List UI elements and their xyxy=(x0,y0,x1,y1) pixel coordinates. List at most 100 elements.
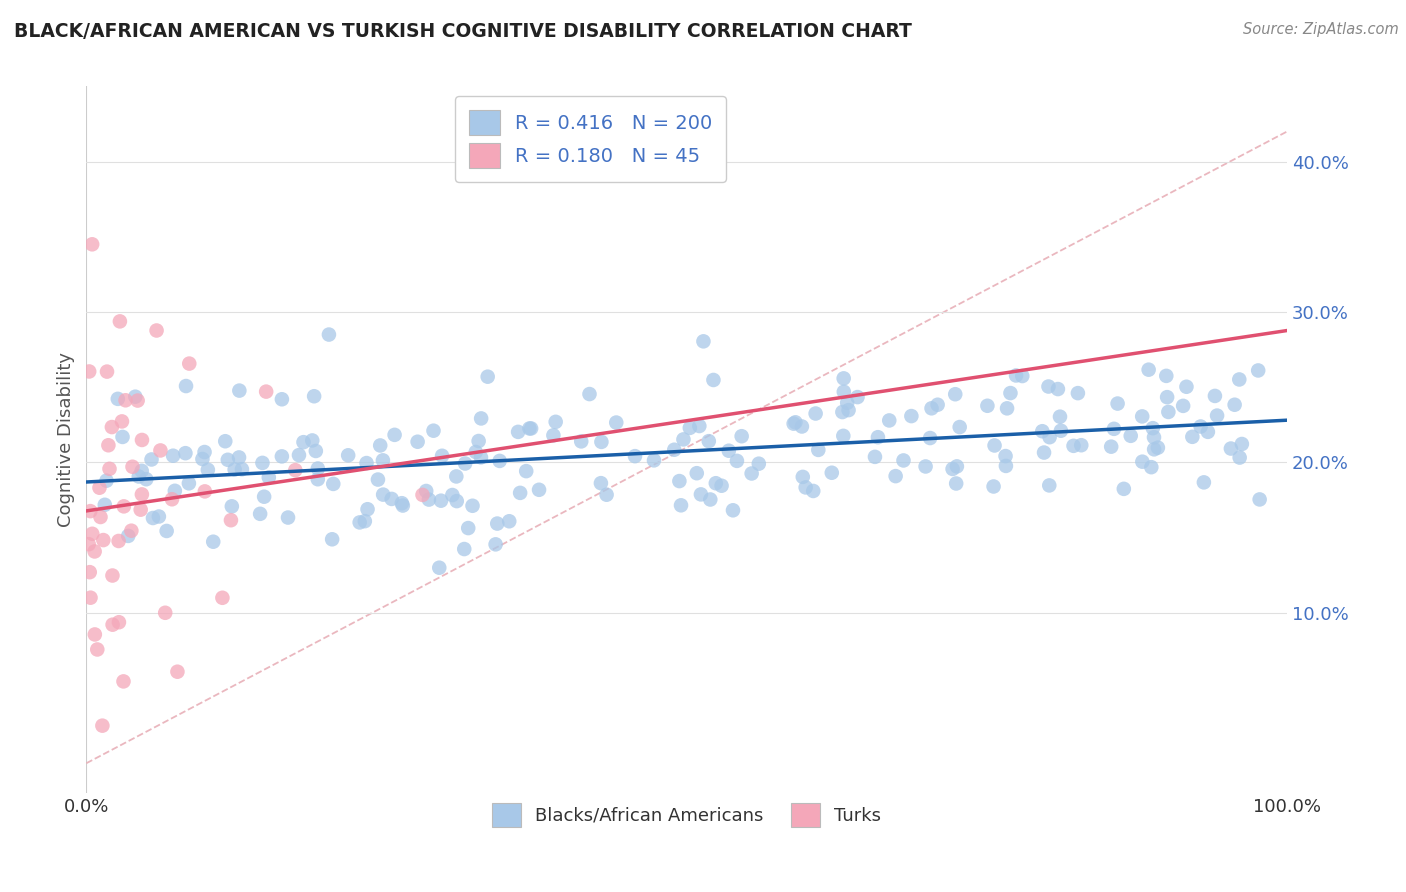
Point xyxy=(288,448,311,462)
Point xyxy=(1000,386,1022,401)
Point xyxy=(790,419,813,434)
Point xyxy=(217,452,239,467)
Point xyxy=(946,459,969,474)
Point xyxy=(1142,421,1164,435)
Point xyxy=(748,457,770,471)
Point xyxy=(1223,398,1246,412)
Point xyxy=(477,369,499,384)
Point xyxy=(976,399,998,413)
Point xyxy=(785,415,807,429)
Point xyxy=(307,472,329,486)
Point xyxy=(1143,442,1166,457)
Point xyxy=(1227,372,1250,386)
Point xyxy=(920,431,942,445)
Point xyxy=(131,464,153,478)
Point xyxy=(1107,396,1129,410)
Point xyxy=(191,452,214,467)
Point xyxy=(578,387,600,401)
Point xyxy=(1143,430,1166,444)
Point xyxy=(792,470,814,484)
Point xyxy=(120,524,142,538)
Point xyxy=(1038,478,1060,492)
Point xyxy=(832,384,855,399)
Point xyxy=(697,434,720,449)
Point xyxy=(131,433,153,447)
Point xyxy=(96,365,118,379)
Point xyxy=(821,466,844,480)
Text: BLACK/AFRICAN AMERICAN VS TURKISH COGNITIVE DISABILITY CORRELATION CHART: BLACK/AFRICAN AMERICAN VS TURKISH COGNIT… xyxy=(14,22,912,41)
Point xyxy=(464,445,486,459)
Point xyxy=(1157,405,1180,419)
Point xyxy=(1140,460,1163,475)
Point xyxy=(832,371,855,385)
Point xyxy=(484,537,506,551)
Point xyxy=(730,429,752,443)
Point xyxy=(162,449,184,463)
Point xyxy=(353,514,375,528)
Point xyxy=(337,448,360,462)
Text: Source: ZipAtlas.com: Source: ZipAtlas.com xyxy=(1243,22,1399,37)
Point xyxy=(486,516,509,531)
Point xyxy=(249,507,271,521)
Point xyxy=(1130,455,1153,469)
Point xyxy=(77,364,100,378)
Point xyxy=(1063,439,1085,453)
Point xyxy=(356,502,378,516)
Point xyxy=(699,492,721,507)
Legend: Blacks/African Americans, Turks: Blacks/African Americans, Turks xyxy=(485,797,889,834)
Point xyxy=(349,516,371,530)
Point xyxy=(1039,430,1062,444)
Point xyxy=(893,453,915,467)
Point xyxy=(498,514,520,528)
Point xyxy=(107,392,129,406)
Point xyxy=(543,428,565,442)
Point xyxy=(391,496,413,510)
Point xyxy=(717,443,740,458)
Point xyxy=(302,389,325,403)
Point xyxy=(589,476,612,491)
Point xyxy=(942,462,965,476)
Point xyxy=(160,492,183,507)
Point xyxy=(1229,450,1251,465)
Point xyxy=(1147,441,1170,455)
Point xyxy=(488,454,510,468)
Point xyxy=(1249,492,1271,507)
Point xyxy=(101,420,124,434)
Point xyxy=(804,407,827,421)
Point xyxy=(520,421,543,435)
Point xyxy=(1038,379,1060,393)
Point xyxy=(672,433,695,447)
Point xyxy=(83,627,105,641)
Point xyxy=(108,314,131,328)
Point xyxy=(457,521,479,535)
Point xyxy=(446,469,468,483)
Point xyxy=(1033,445,1056,459)
Point xyxy=(219,513,242,527)
Point xyxy=(214,434,236,449)
Point xyxy=(1102,422,1125,436)
Point xyxy=(94,498,117,512)
Point xyxy=(79,565,101,579)
Point xyxy=(688,419,710,434)
Point xyxy=(277,510,299,524)
Point xyxy=(149,443,172,458)
Point xyxy=(832,429,855,443)
Point xyxy=(292,435,315,450)
Point xyxy=(129,502,152,516)
Point xyxy=(983,438,1005,452)
Point xyxy=(97,438,120,452)
Point xyxy=(1011,369,1033,384)
Point xyxy=(373,488,395,502)
Point xyxy=(544,415,567,429)
Point xyxy=(643,453,665,467)
Point xyxy=(82,526,104,541)
Point xyxy=(156,524,179,538)
Point xyxy=(470,411,492,425)
Point xyxy=(202,534,225,549)
Point xyxy=(1130,409,1153,424)
Point xyxy=(863,450,886,464)
Point xyxy=(145,324,167,338)
Point xyxy=(1112,482,1135,496)
Point xyxy=(943,387,966,401)
Point xyxy=(406,434,429,449)
